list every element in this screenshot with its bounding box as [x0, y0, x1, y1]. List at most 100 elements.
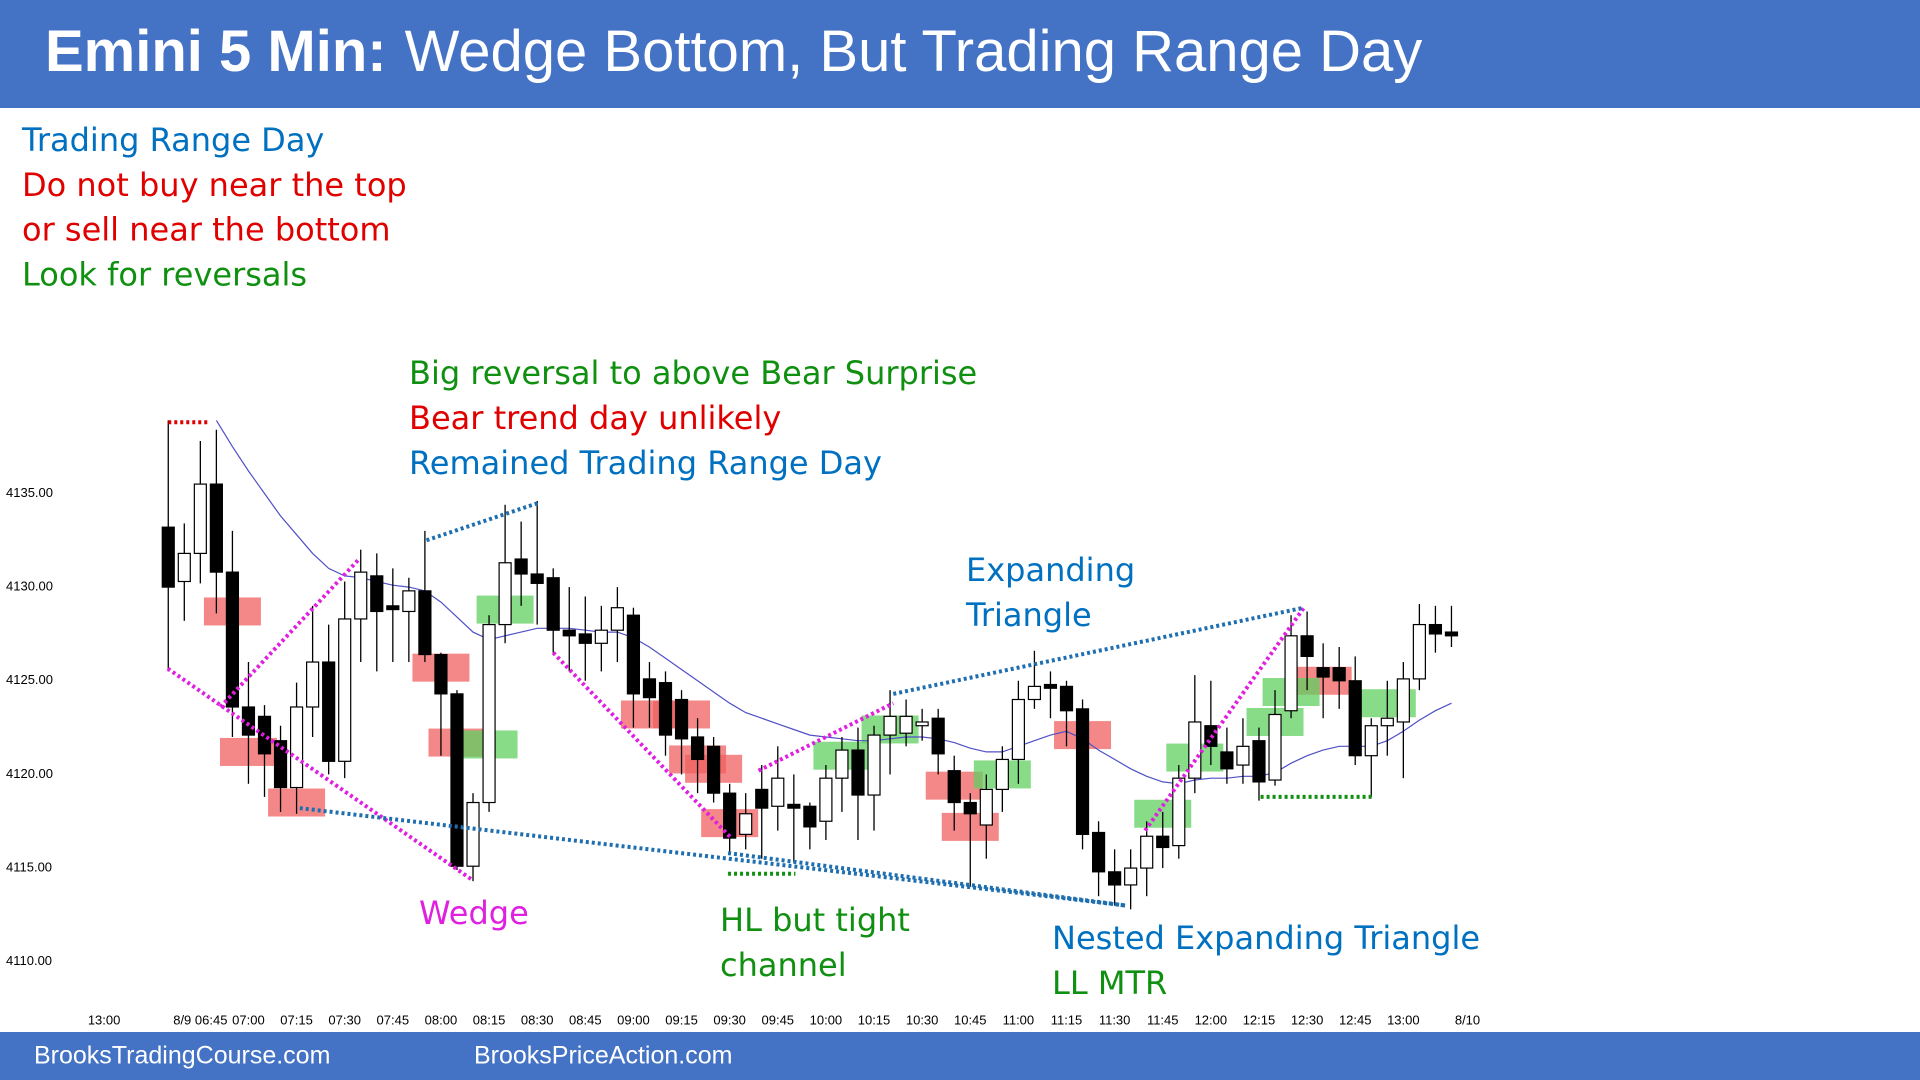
trendline	[166, 666, 473, 881]
x-tick-label: 07:15	[280, 1012, 313, 1027]
note: Trading Range Day	[21, 121, 324, 159]
candle-body	[225, 571, 240, 708]
candle-body	[1091, 831, 1106, 873]
candle-body	[963, 801, 977, 815]
candle-body	[1252, 740, 1266, 783]
x-tick-label: 08:00	[425, 1012, 458, 1027]
candle-body	[690, 736, 705, 761]
title: Emini 5 Min: Wedge Bottom, But Trading Ra…	[45, 19, 1422, 84]
trendline	[727, 851, 1127, 908]
x-tick-label: 8/9 06:45	[173, 1012, 227, 1027]
candle-body	[642, 678, 657, 699]
x-tick-label: 08:45	[569, 1012, 602, 1027]
candle-body	[707, 745, 721, 794]
candle-body	[1124, 867, 1138, 886]
candle-body	[931, 717, 945, 755]
candle-body	[1059, 685, 1074, 712]
candle-body	[1075, 708, 1090, 835]
candle-body	[418, 590, 432, 656]
candle-body	[899, 715, 913, 734]
candle-body	[1027, 685, 1042, 701]
candle-body	[803, 805, 817, 828]
candle-body	[1172, 777, 1186, 847]
x-tick-label: 07:45	[377, 1012, 410, 1027]
candle-body	[562, 629, 576, 637]
x-tick-label: 12:15	[1243, 1012, 1276, 1027]
candle-body	[370, 575, 384, 613]
candle-body	[434, 653, 448, 695]
title-text: Wedge Bottom, But Trading Range Day	[405, 19, 1423, 84]
trendline	[757, 701, 895, 773]
trendline	[425, 500, 540, 543]
candle-body	[1348, 680, 1362, 757]
candle-body	[1444, 631, 1459, 637]
candle-body	[674, 698, 689, 740]
y-tick-label: 4120.00	[6, 766, 53, 781]
candle-body	[1108, 871, 1122, 886]
candle-body	[354, 571, 368, 620]
candle-body	[273, 740, 288, 789]
x-tick-label: 09:30	[713, 1012, 746, 1027]
annotation: LL MTR	[1052, 964, 1167, 1002]
candle-body	[851, 749, 865, 796]
note: or sell near the bottom	[22, 211, 391, 249]
note: Look for reversals	[22, 255, 307, 293]
candle-body	[1236, 745, 1250, 766]
title-bold: Emini 5 Min:	[45, 19, 387, 84]
candle-body	[658, 682, 673, 736]
x-tick-label: 13:00	[1387, 1012, 1420, 1027]
candle-body	[402, 590, 416, 613]
annotation: Wedge	[419, 894, 529, 932]
candle-body	[386, 605, 400, 611]
x-tick-label: 12:00	[1195, 1012, 1228, 1027]
candle-body	[1364, 725, 1378, 757]
candle-body	[257, 715, 272, 755]
candle-body	[947, 770, 961, 804]
candle-body	[289, 706, 304, 789]
candle-body	[1156, 835, 1170, 849]
x-tick-label: 12:30	[1291, 1012, 1324, 1027]
trendline	[892, 605, 1305, 696]
x-tick-label: 09:00	[617, 1012, 650, 1027]
x-tick-label: 13:00	[88, 1012, 121, 1027]
x-tick-label: 10:45	[954, 1012, 987, 1027]
candle-body	[755, 788, 769, 809]
x-tick-label: 10:00	[810, 1012, 843, 1027]
header-bar	[0, 0, 1920, 108]
candle-body	[1220, 751, 1234, 770]
candle-body	[626, 614, 641, 695]
x-tick-label: 08:15	[473, 1012, 506, 1027]
x-tick-label: 10:30	[906, 1012, 939, 1027]
candle-body	[610, 607, 624, 631]
annotation: Nested Expanding Triangle	[1052, 919, 1480, 957]
trendline	[1143, 606, 1306, 832]
y-tick-label: 4135.00	[6, 485, 53, 500]
candle-body	[915, 721, 929, 727]
candle-body	[883, 715, 897, 736]
trendline	[218, 557, 361, 709]
candle-body	[193, 483, 207, 554]
footer-bar	[0, 1032, 1920, 1080]
x-tick-label: 11:30	[1099, 1012, 1131, 1027]
candle-body	[995, 758, 1009, 791]
x-tick-label: 10:15	[858, 1012, 891, 1027]
candle-body	[1396, 678, 1410, 723]
candle-body	[1011, 698, 1025, 761]
y-tick-label: 4130.00	[6, 579, 53, 594]
footer-link: BrooksPriceAction.com	[474, 1042, 732, 1070]
candle-body	[979, 788, 993, 826]
candle-body	[161, 526, 175, 588]
footer-link: BrooksTradingCourse.com	[34, 1042, 330, 1070]
annotation: Triangle	[965, 596, 1092, 634]
candle-body	[514, 558, 528, 575]
trendline	[299, 806, 1127, 908]
candle-body	[1332, 667, 1346, 682]
x-tick-label: 11:00	[1003, 1012, 1035, 1027]
x-tick-label: 12:45	[1339, 1012, 1372, 1027]
candle-body	[594, 629, 608, 644]
candle-body	[546, 577, 560, 631]
y-tick-label: 4115.00	[6, 860, 52, 875]
x-tick-label: 11:15	[1051, 1012, 1083, 1027]
candle-body	[739, 813, 753, 835]
candle-body	[1188, 721, 1202, 779]
